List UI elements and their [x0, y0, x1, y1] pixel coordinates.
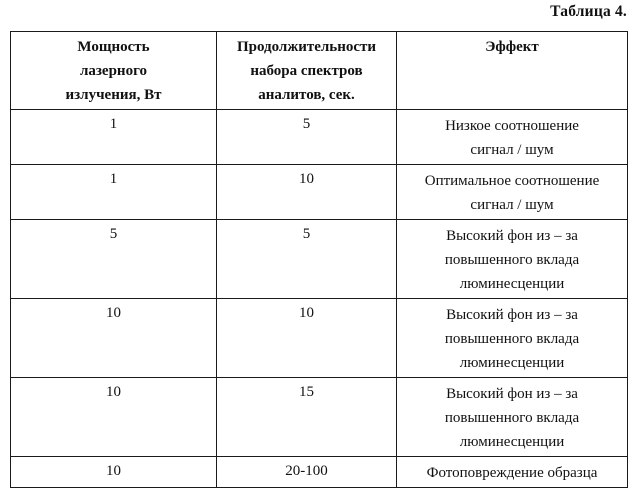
cell-duration: 10	[216, 298, 397, 378]
table-row: 10 20-100 Фотоповреждение образца	[10, 456, 628, 488]
effect-line: повышенного вклада	[444, 252, 580, 268]
cell-duration: 15	[216, 377, 397, 457]
cell-effect: Высокий фон из – за повышенного вклада л…	[396, 377, 628, 457]
cell-effect: Фотоповреждение образца	[396, 456, 628, 488]
header-power-line: Мощность	[77, 39, 150, 55]
effect-line: повышенного вклада	[444, 410, 580, 426]
header-row: Мощность лазерного излучения, Вт Продолж…	[10, 31, 628, 110]
cell-power: 10	[10, 298, 217, 378]
effect-line: люминесценции	[459, 434, 565, 450]
header-power-line: излучения, Вт	[65, 87, 162, 103]
effect-line: Оптимальное соотношение	[424, 173, 600, 189]
cell-effect: Низкое соотношение сигнал / шум	[396, 109, 628, 165]
effect-line: Фотоповреждение образца	[426, 465, 598, 481]
cell-effect: Оптимальное соотношение сигнал / шум	[396, 164, 628, 220]
header-duration-line: Продолжительности	[236, 39, 377, 55]
header-power: Мощность лазерного излучения, Вт	[10, 31, 217, 110]
table-caption: Таблица 4.	[550, 3, 627, 20]
effect-line: повышенного вклада	[444, 331, 580, 347]
effect-line: сигнал / шум	[470, 197, 554, 213]
cell-effect: Высокий фон из – за повышенного вклада л…	[396, 298, 628, 378]
cell-power: 1	[10, 109, 217, 165]
cell-power: 10	[10, 456, 217, 488]
header-effect-line: Эффект	[485, 39, 539, 55]
effect-line: сигнал / шум	[470, 142, 554, 158]
effect-line: Высокий фон из – за	[446, 228, 578, 244]
table-row: 1 10 Оптимальное соотношение сигнал / шу…	[10, 164, 628, 220]
effect-line: Высокий фон из – за	[446, 307, 578, 323]
cell-power: 1	[10, 164, 217, 220]
cell-duration: 5	[216, 109, 397, 165]
effect-line: Высокий фон из – за	[446, 386, 578, 402]
effect-line: люминесценции	[459, 276, 565, 292]
table-row: 1 5 Низкое соотношение сигнал / шум	[10, 109, 628, 165]
table-row: 5 5 Высокий фон из – за повышенного вкла…	[10, 219, 628, 299]
cell-power: 5	[10, 219, 217, 299]
header-effect: Эффект	[396, 31, 628, 110]
effect-line: Низкое соотношение	[445, 118, 579, 134]
cell-duration: 5	[216, 219, 397, 299]
header-duration-line: набора спектров	[250, 63, 363, 79]
header-duration-line: аналитов, сек.	[258, 87, 355, 103]
cell-duration: 20-100	[216, 456, 397, 488]
data-table: Мощность лазерного излучения, Вт Продолж…	[10, 31, 628, 488]
table-row: 10 10 Высокий фон из – за повышенного вк…	[10, 298, 628, 378]
effect-line: люминесценции	[459, 355, 565, 371]
header-power-line: лазерного	[79, 63, 148, 79]
cell-power: 10	[10, 377, 217, 457]
table-row: 10 15 Высокий фон из – за повышенного вк…	[10, 377, 628, 457]
cell-duration: 10	[216, 164, 397, 220]
header-duration: Продолжительности набора спектров аналит…	[216, 31, 397, 110]
cell-effect: Высокий фон из – за повышенного вклада л…	[396, 219, 628, 299]
